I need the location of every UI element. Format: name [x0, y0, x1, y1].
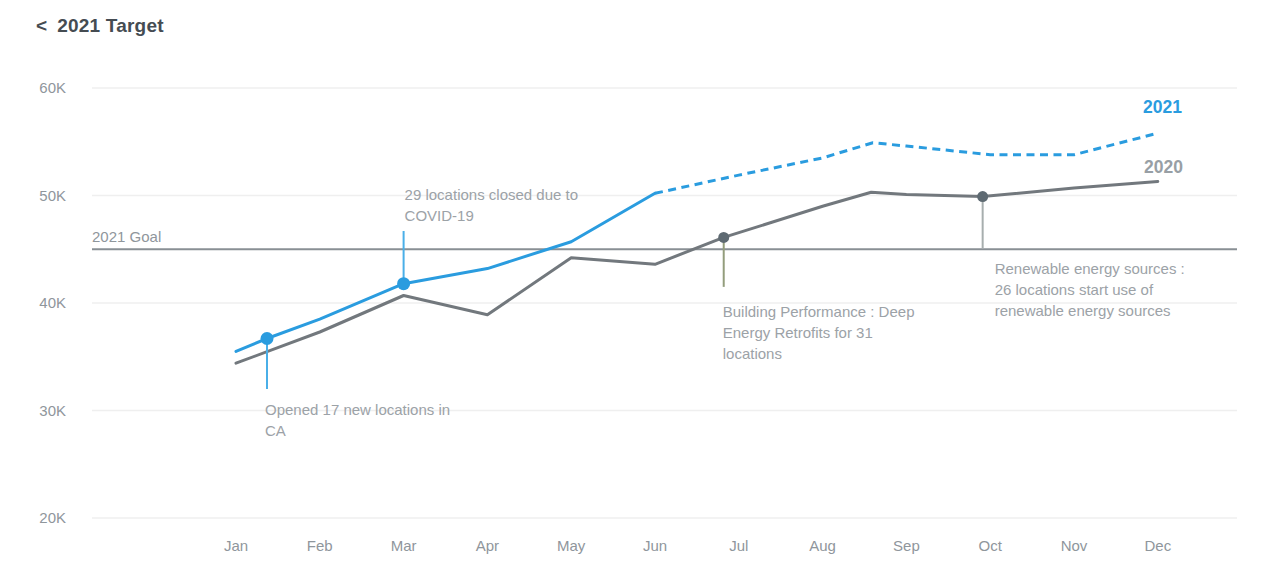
- x-axis-label-apr: Apr: [476, 537, 499, 554]
- y-axis-label-60K: 60K: [39, 79, 66, 96]
- event-marker-renewable-energy[interactable]: [977, 191, 988, 202]
- annotation-building-performance-text-line-3: locations: [723, 345, 782, 362]
- y-axis-label-30K: 30K: [39, 402, 66, 419]
- annotation-building-performance-text-line-1: Building Performance : Deep: [723, 303, 915, 320]
- x-axis-label-jun: Jun: [643, 537, 667, 554]
- x-axis-label-aug: Aug: [809, 537, 836, 554]
- series-2021-projected-line: [655, 133, 1158, 193]
- y-axis-label-20K: 20K: [39, 509, 66, 526]
- event-marker-building-performance[interactable]: [718, 232, 729, 243]
- annotation-opened-17-text-line-2: CA: [265, 422, 286, 439]
- annotation-building-performance-text-line-2: Energy Retrofits for 31: [723, 324, 873, 341]
- x-axis-label-sep: Sep: [893, 537, 920, 554]
- series-label-2021: 2021: [1143, 97, 1182, 117]
- annotation-opened-17-text-line-1: Opened 17 new locations in: [265, 401, 450, 418]
- annotation-renewable-energy-text-line-3: renewable energy sources: [995, 302, 1171, 319]
- annotation-covid-closures-text-line-1: 29 locations closed due to: [405, 186, 578, 203]
- series-label-2020: 2020: [1144, 157, 1183, 177]
- x-axis-label-jan: Jan: [224, 537, 248, 554]
- x-axis-label-oct: Oct: [979, 537, 1003, 554]
- x-axis-label-may: May: [557, 537, 586, 554]
- x-axis-label-jul: Jul: [729, 537, 748, 554]
- x-axis-label-feb: Feb: [307, 537, 333, 554]
- x-axis-label-dec: Dec: [1144, 537, 1171, 554]
- event-marker-opened-17[interactable]: [261, 332, 274, 345]
- annotation-renewable-energy-text-line-2: 26 locations start use of: [995, 281, 1154, 298]
- goal-line-label: 2021 Goal: [92, 228, 161, 245]
- page-header: < 2021 Target: [36, 15, 164, 37]
- back-chevron-button[interactable]: <: [36, 15, 47, 37]
- target-line-chart: 60K 50K 40K 30K 20K Jan Feb Mar Apr May Jun Jul Aug S…: [0, 0, 1266, 586]
- annotation-renewable-energy-text-line-1: Renewable energy sources :: [995, 260, 1185, 277]
- annotation-covid-closures-text-line-2: COVID-19: [405, 207, 474, 224]
- x-axis-label-mar: Mar: [391, 537, 417, 554]
- page-title: 2021 Target: [57, 15, 163, 37]
- y-axis-label-40K: 40K: [39, 294, 66, 311]
- y-axis-label-50K: 50K: [39, 187, 66, 204]
- event-marker-covid-closures[interactable]: [397, 277, 410, 290]
- x-axis-label-nov: Nov: [1061, 537, 1088, 554]
